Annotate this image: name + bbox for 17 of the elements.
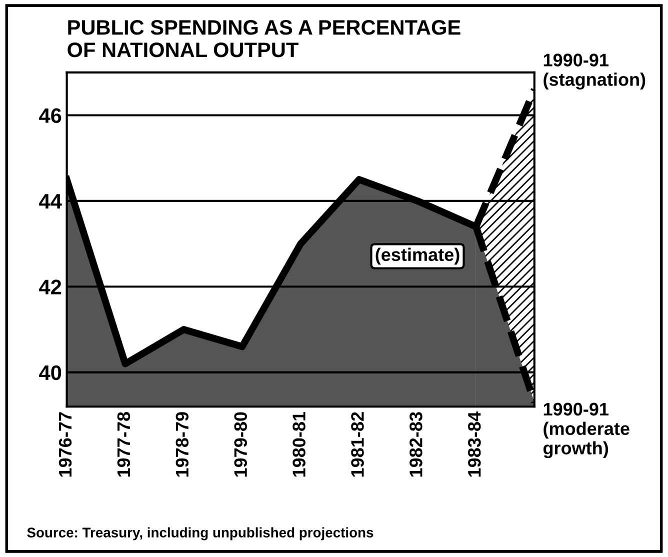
- x-tick-label: 1976-77: [58, 412, 72, 477]
- y-tick-label: 44: [39, 194, 62, 208]
- y-tick-label: 46: [39, 108, 62, 124]
- annotation: (estimate): [376, 248, 460, 265]
- y-tick-label: 40: [39, 365, 62, 380]
- series-label: 1990-91 (stagnation): [544, 54, 646, 90]
- y-tick-label: 42: [39, 280, 62, 294]
- x-tick-label: 1979-80: [234, 412, 247, 477]
- x-tick-label: 1982-83: [410, 412, 422, 477]
- chart-title: PUBLIC SPENDING AS A PERCENTAGE OF NATIONAL OUTPUT: [68, 20, 460, 58]
- x-tick-label: 1981-82: [351, 412, 364, 477]
- x-tick-label: 1978-79: [176, 412, 189, 477]
- x-tick-label: 1977-78: [117, 412, 130, 477]
- x-tick-label: 1983-84: [468, 412, 481, 477]
- series-label: 1990-91 (moderate growth): [543, 402, 630, 458]
- x-tick-label: 1980-81: [292, 412, 306, 477]
- source-note: Source: Treasury, including unpublished projections: [27, 527, 374, 540]
